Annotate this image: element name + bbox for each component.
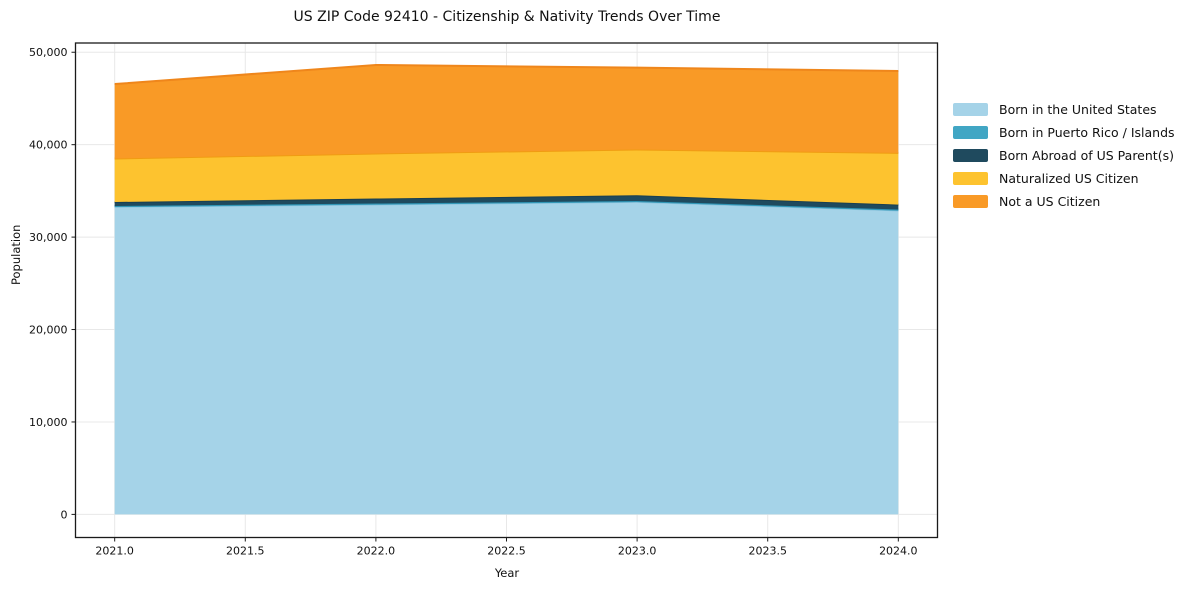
legend-item-1: Born in Puerto Rico / Islands [953,126,1175,139]
legend: Born in the United States Born in Puerto … [953,103,1175,208]
legend-item-4: Not a US Citizen [953,195,1175,208]
y-tick-label: 0 [61,508,68,521]
chart-title: US ZIP Code 92410 - Citizenship & Nativi… [293,9,721,25]
y-tick-label: 40,000 [29,139,68,152]
legend-swatch-3 [953,172,988,185]
legend-swatch-0 [953,103,988,116]
legend-label-4: Not a US Citizen [999,194,1101,209]
legend-swatch-1 [953,126,988,139]
legend-item-3: Naturalized US Citizen [953,172,1175,185]
x-tick-label: 2023.0 [618,545,657,558]
legend-label-3: Naturalized US Citizen [999,171,1139,186]
area-series-0 [114,202,899,515]
legend-swatch-4 [953,195,988,208]
legend-swatch-2 [953,149,988,162]
y-axis-label: Population [9,224,23,285]
x-tick-label: 2024.0 [879,545,918,558]
area-series-4 [114,64,899,159]
y-tick-label: 50,000 [29,46,68,59]
legend-label-0: Born in the United States [999,102,1157,117]
y-tick-label: 30,000 [29,231,68,244]
x-tick-label: 2021.0 [95,545,134,558]
area-series-2 [114,195,899,210]
x-axis-label: Year [494,566,520,580]
x-tick-label: 2022.0 [357,545,396,558]
y-tick-label: 20,000 [29,324,68,337]
x-tick-label: 2022.5 [487,545,526,558]
legend-label-2: Born Abroad of US Parent(s) [999,148,1174,163]
x-tick-label: 2021.5 [226,545,265,558]
x-tick-label: 2023.5 [748,545,787,558]
legend-item-0: Born in the United States [953,103,1175,116]
legend-item-2: Born Abroad of US Parent(s) [953,149,1175,162]
y-tick-label: 10,000 [29,416,68,429]
area-edge-4 [114,63,899,86]
area-series-3 [114,149,899,205]
legend-label-1: Born in Puerto Rico / Islands [999,125,1175,140]
